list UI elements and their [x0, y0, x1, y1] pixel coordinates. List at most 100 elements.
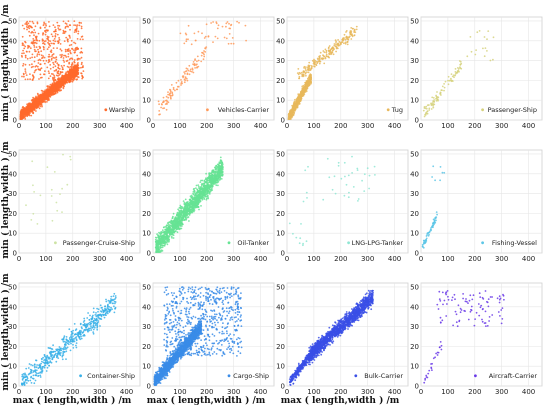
data-point [187, 24, 190, 27]
data-point [44, 101, 46, 104]
data-point [194, 67, 197, 69]
data-point [296, 99, 299, 102]
data-point [23, 47, 26, 50]
data-point [44, 70, 46, 72]
data-point [195, 187, 197, 190]
data-point [443, 86, 446, 89]
data-point [45, 24, 47, 27]
data-point [63, 40, 66, 42]
data-point [31, 74, 34, 76]
data-point [22, 105, 24, 108]
data-point [81, 74, 83, 77]
data-point [430, 108, 433, 110]
data-point [52, 42, 54, 45]
data-point [227, 42, 230, 45]
data-point [229, 27, 232, 30]
data-point [65, 78, 68, 80]
data-point [210, 172, 212, 175]
data-point [36, 55, 38, 57]
data-point [162, 226, 165, 229]
data-point [34, 31, 37, 34]
data-point [444, 80, 447, 83]
data-point [332, 53, 335, 56]
data-point [292, 102, 295, 105]
data-point [36, 223, 39, 225]
data-point [160, 106, 163, 109]
data-point [191, 67, 194, 70]
data-point [299, 94, 302, 97]
data-point [205, 172, 208, 175]
data-point [22, 111, 24, 114]
data-point [65, 71, 68, 74]
data-point [205, 197, 208, 200]
data-point [296, 72, 299, 74]
data-point [24, 108, 27, 111]
data-point [72, 65, 75, 68]
data-point [34, 65, 37, 68]
data-point [167, 96, 170, 99]
data-point [46, 166, 49, 169]
data-point [31, 56, 33, 59]
data-point [299, 72, 302, 75]
data-point [171, 92, 174, 95]
data-point [197, 30, 200, 33]
data-point [305, 86, 308, 89]
data-point [62, 57, 65, 59]
data-point [344, 38, 347, 41]
y-tick-label: 20 [410, 77, 419, 85]
data-point [308, 76, 310, 79]
data-point [74, 67, 77, 70]
data-point [62, 68, 64, 71]
data-point [49, 67, 52, 70]
data-point [38, 53, 41, 56]
data-point [34, 50, 36, 53]
data-point [457, 69, 460, 72]
data-point [302, 73, 305, 76]
data-point [431, 96, 434, 99]
data-point [20, 117, 23, 119]
data-point [54, 92, 56, 95]
data-point [54, 35, 57, 37]
data-point [350, 30, 353, 33]
data-point [42, 42, 45, 44]
data-point [20, 115, 23, 118]
x-tick-label: 0 [419, 122, 423, 130]
data-point [165, 224, 168, 227]
data-point [29, 73, 31, 75]
y-tick-label: 30 [142, 57, 151, 65]
data-point [432, 100, 435, 103]
data-point [50, 42, 53, 45]
y-tick-label: 30 [276, 57, 285, 65]
data-point [28, 102, 30, 105]
data-point [33, 56, 36, 59]
data-point [70, 43, 73, 46]
data-point [79, 38, 82, 41]
data-point [52, 90, 54, 93]
data-point [51, 86, 54, 89]
data-point [48, 53, 50, 56]
data-point [298, 75, 301, 78]
data-point [32, 41, 35, 44]
data-point [41, 93, 44, 96]
data-point [39, 100, 41, 102]
data-point [447, 83, 450, 86]
data-point [54, 33, 57, 35]
data-point [30, 219, 33, 221]
data-point [23, 116, 26, 119]
data-point [195, 184, 198, 187]
data-point [75, 47, 77, 49]
data-point [170, 84, 173, 86]
x-tick-label: 400 [120, 122, 133, 130]
data-point [330, 53, 332, 56]
data-point [288, 115, 291, 117]
data-point [38, 68, 40, 71]
data-point [62, 20, 65, 23]
data-point [52, 24, 55, 26]
data-point [305, 74, 307, 77]
data-point [64, 54, 67, 57]
data-point [80, 56, 83, 59]
data-point [171, 237, 173, 239]
data-point [80, 47, 83, 50]
data-point [323, 51, 326, 54]
data-point [43, 73, 46, 76]
